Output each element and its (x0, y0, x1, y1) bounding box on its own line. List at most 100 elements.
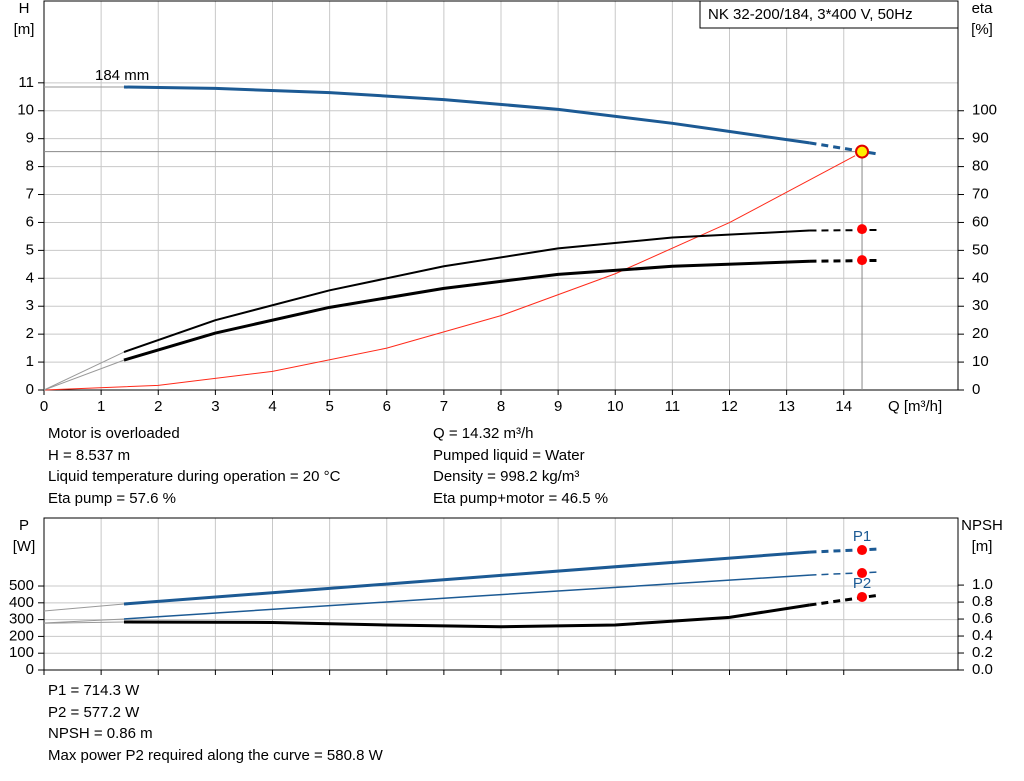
curve (123, 574, 810, 620)
info-line: Liquid temperature during operation = 20… (48, 468, 341, 485)
x-tick-label: 3 (211, 398, 219, 415)
y2-axis-unit: [%] (971, 21, 993, 38)
y2-tick-label: 0.2 (972, 644, 993, 661)
x-tick-label: 13 (778, 398, 795, 415)
curve (43, 603, 125, 612)
y-tick-label: 0 (26, 661, 34, 678)
y2-tick-label: 80 (972, 158, 989, 175)
x-axis-label: Q [m³/h] (888, 398, 942, 415)
y-tick-label: 200 (9, 627, 34, 644)
y-tick-label: 4 (26, 269, 34, 286)
info-line: Max power P2 required along the curve = … (48, 746, 383, 764)
info-top-left: Motor is overloaded H = 8.537 m Liquid tem… (48, 423, 340, 509)
y2-tick-label: 20 (972, 325, 989, 342)
operating-point (857, 568, 868, 579)
curve (43, 155, 856, 391)
x-tick-label: 7 (440, 398, 448, 415)
info-line: P1 = 714.3 W (48, 682, 140, 699)
y-tick-label: 8 (26, 158, 34, 175)
info-line: Pumped liquid = Water (433, 446, 585, 464)
y-tick-label: 500 (9, 577, 34, 594)
y-tick-label: 11 (18, 74, 34, 91)
y-tick-label: 7 (26, 185, 34, 202)
y-tick-label: 1 (26, 353, 34, 370)
curve (123, 85, 810, 145)
curve (123, 603, 810, 629)
point-label: P2 (853, 575, 871, 592)
x-tick-label: 2 (154, 398, 162, 415)
y-tick-label: 2 (26, 325, 34, 342)
y-tick-label: 6 (26, 213, 34, 230)
y-tick-label: 10 (17, 102, 34, 119)
operating-point (855, 144, 870, 159)
chart-title: NK 32-200/184, 3*400 V, 50Hz (708, 6, 913, 23)
y2-tick-label: 30 (972, 297, 989, 314)
y2-tick-label: 40 (972, 269, 989, 286)
operating-point (857, 545, 868, 556)
y2-tick-label: 60 (972, 213, 989, 230)
y2-tick-label: 0.4 (972, 627, 993, 644)
curve (123, 259, 810, 362)
y2-tick-label: 90 (972, 130, 989, 147)
info-line: Eta pump = 57.6 % (48, 489, 176, 507)
x-tick-label: 6 (383, 398, 391, 415)
curve-label: 184 mm (95, 67, 149, 84)
operating-point (857, 224, 868, 235)
y-tick-label: 9 (26, 130, 34, 147)
y2-axis-unit: [m] (972, 538, 993, 555)
y-tick-label: 300 (9, 611, 34, 628)
y-tick-label: 0 (26, 381, 34, 398)
x-tick-label: 8 (497, 398, 505, 415)
x-tick-label: 14 (835, 398, 852, 415)
y2-tick-label: 0 (972, 381, 980, 398)
info-bottom: P1 = 714.3 W P2 = 577.2 W NPSH = 0.86 m Max… (48, 680, 383, 766)
y2-axis-label: eta (972, 0, 994, 17)
y2-tick-label: 1.0 (972, 576, 993, 593)
y-tick-label: 5 (26, 241, 34, 258)
plot-frame (43, 517, 959, 671)
curve (43, 351, 125, 391)
curve (123, 550, 810, 606)
x-tick-label: 11 (665, 398, 681, 415)
title-box (699, 0, 959, 29)
y2-axis-label: NPSH (961, 517, 1003, 534)
y-axis-unit: [W] (13, 538, 36, 555)
y2-tick-label: 0.6 (972, 610, 993, 627)
y-tick-label: 400 (9, 594, 34, 611)
y2-tick-label: 70 (972, 185, 989, 202)
info-line: Density = 998.2 kg/m³ (433, 468, 580, 485)
curve (43, 621, 124, 624)
y-tick-label: 3 (26, 297, 34, 314)
curve (43, 359, 125, 391)
x-tick-label: 9 (554, 398, 562, 415)
y-tick-label: 100 (9, 644, 34, 661)
x-tick-label: 5 (325, 398, 333, 415)
operating-point (857, 591, 868, 602)
curve (123, 229, 810, 353)
x-tick-label: 0 (40, 398, 48, 415)
x-tick-label: 10 (607, 398, 624, 415)
info-line: Q = 14.32 m³/h (433, 425, 534, 442)
y2-tick-label: 50 (972, 241, 989, 258)
y-axis-label: H (19, 0, 30, 17)
curve (43, 618, 125, 624)
plot-frame (43, 0, 959, 391)
info-line: Motor is overloaded (48, 425, 180, 442)
info-line: NPSH = 0.86 m (48, 725, 153, 742)
x-tick-label: 12 (721, 398, 738, 415)
operating-point (857, 255, 868, 266)
y2-tick-label: 100 (972, 102, 997, 119)
info-top-right: Q = 14.32 m³/h Pumped liquid = Water Densi… (433, 423, 608, 509)
y2-tick-label: 0.8 (972, 593, 993, 610)
x-tick-label: 4 (268, 398, 276, 415)
point-label: P1 (853, 528, 871, 545)
info-line: P2 = 577.2 W (48, 703, 140, 721)
y-axis-unit: [m] (14, 21, 35, 38)
y2-tick-label: 0.0 (972, 661, 993, 678)
x-tick-label: 1 (97, 398, 105, 415)
y-axis-label: P (19, 517, 29, 534)
info-line: H = 8.537 m (48, 446, 131, 464)
y2-tick-label: 10 (972, 353, 989, 370)
